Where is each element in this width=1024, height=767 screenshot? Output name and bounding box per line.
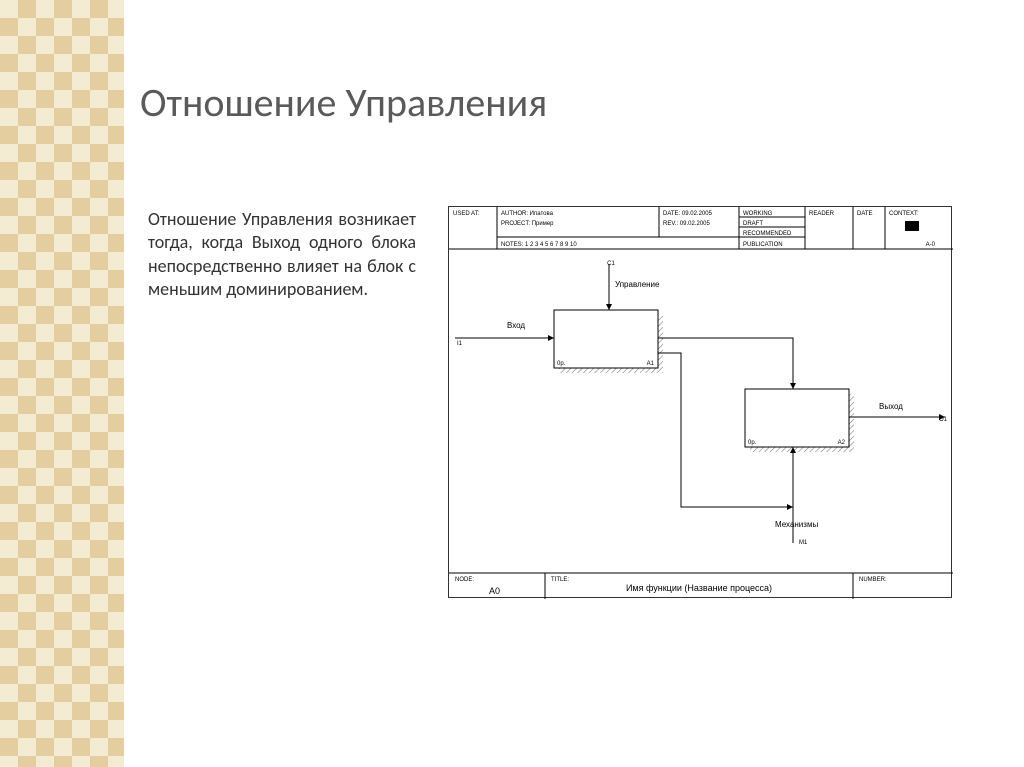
page-title: Отношение Управления <box>140 78 547 127</box>
decorative-sidebar <box>0 0 124 767</box>
footer-number-label: NUMBER: <box>859 577 887 583</box>
port-o1: O1 <box>939 417 948 423</box>
header-rev-value: 09.02.2005 <box>680 221 711 227</box>
svg-text:DATE: 09.02.2005: DATE: 09.02.2005 <box>663 211 713 217</box>
header-publication: PUBLICATION <box>743 242 783 248</box>
header-grid: USED AT: AUTHOR: Ипатова PROJECT: Пример… <box>449 207 953 249</box>
header-project-value: Пример <box>532 221 554 227</box>
label-mechanisms: Механизмы <box>775 520 818 529</box>
header-recommended: RECOMMENDED <box>743 231 792 237</box>
header-draft: DRAFT <box>743 221 763 227</box>
header-used-at: USED AT: <box>453 211 480 217</box>
header-project-label: PROJECT: <box>501 221 530 227</box>
svg-text:PROJECT: Пример: PROJECT: Пример <box>501 221 554 227</box>
block-a1-corner: 0p. <box>557 361 566 367</box>
header-author-value: Ипатова <box>530 211 554 217</box>
footer-node-value: A0 <box>489 586 500 596</box>
header-rev-label: REV.: <box>663 221 678 227</box>
header-author-label: AUTHOR: <box>501 211 528 217</box>
port-i1: I1 <box>457 341 463 347</box>
svg-text:REV.: 09.02.2005: REV.: 09.02.2005 <box>663 221 710 227</box>
arrows-group <box>455 264 945 543</box>
svg-text:AUTHOR: Ипатова: AUTHOR: Ипатова <box>501 211 554 217</box>
block-a2-id: A2 <box>838 440 846 446</box>
header-working: WORKING <box>743 211 773 217</box>
body-paragraph: Отношение Управления возникает тогда, ко… <box>148 208 416 302</box>
header-date-label: DATE: <box>663 211 681 217</box>
port-m1: M1 <box>799 540 808 546</box>
label-input: Вход <box>507 321 525 330</box>
arrow-labels: Вход I1 Управление C1 Выход O1 Механизмы… <box>457 261 948 546</box>
idef0-diagram: USED AT: AUTHOR: Ипатова PROJECT: Пример… <box>448 206 952 598</box>
block-a2-corner: 0p. <box>748 440 757 446</box>
label-control: Управление <box>615 280 660 289</box>
arrow-a1-to-a2 <box>658 338 793 389</box>
port-c1: C1 <box>607 261 615 267</box>
footer-grid: NODE: A0 TITLE: Имя функции (Название пр… <box>449 573 953 599</box>
block-a1: 0p. A1 <box>554 310 663 373</box>
block-a2: 0p. A2 <box>745 389 854 452</box>
header-date-value: 09.02.2005 <box>682 211 713 217</box>
block-a1-id: A1 <box>647 361 655 367</box>
header-reader: READER <box>809 211 835 217</box>
footer-title-value: Имя функции (Название процесса) <box>626 583 772 593</box>
header-a0-ctx: A-0 <box>926 242 936 248</box>
footer-node-label: NODE: <box>455 577 474 583</box>
header-context: CONTEXT: <box>889 211 919 217</box>
header-notes: NOTES: 1 2 3 4 5 6 7 8 9 10 <box>501 242 577 248</box>
context-marker-icon <box>905 221 919 231</box>
header-date-col: DATE <box>857 211 873 217</box>
footer-title-label: TITLE: <box>551 577 569 583</box>
label-output: Выход <box>879 402 903 411</box>
